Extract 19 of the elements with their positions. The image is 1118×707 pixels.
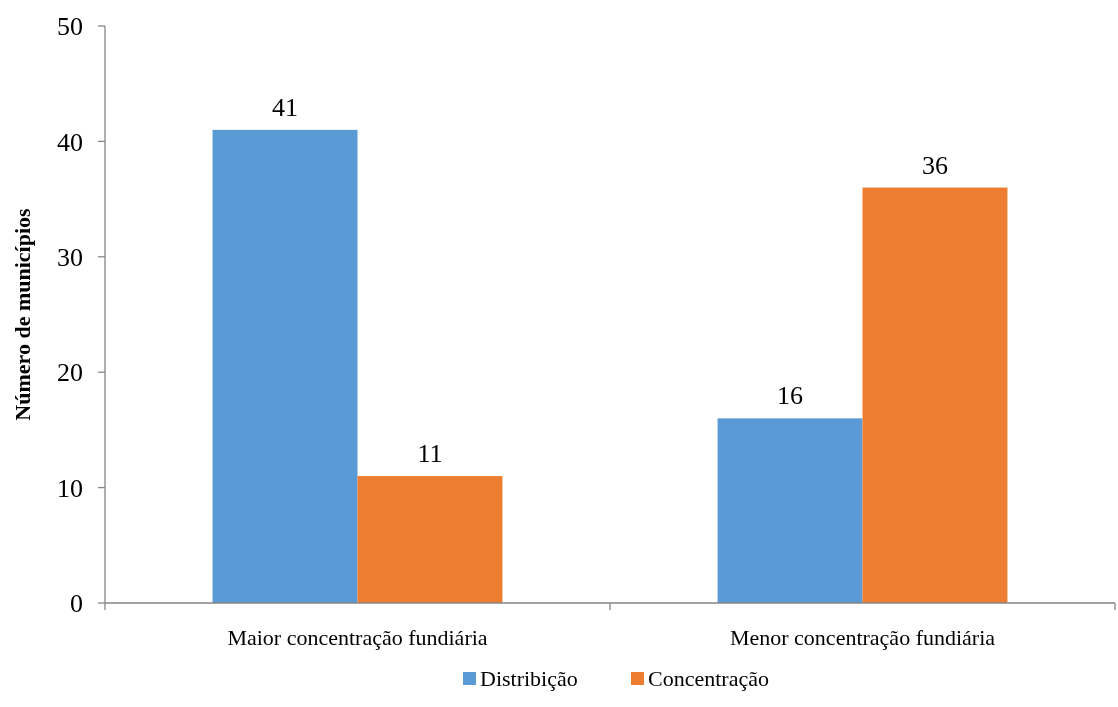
x-tick-label: Menor concentração fundiária bbox=[729, 625, 996, 650]
legend-label: Concentração bbox=[648, 666, 769, 691]
y-tick-label: 40 bbox=[57, 127, 83, 157]
x-tick-label: Maior concentração fundiária bbox=[227, 625, 488, 650]
y-tick-label: 50 bbox=[57, 12, 83, 42]
y-tick-label: 30 bbox=[57, 242, 83, 272]
bar bbox=[862, 187, 1008, 603]
legend-label: Distribição bbox=[480, 666, 578, 691]
y-tick-label: 10 bbox=[57, 473, 83, 503]
data-label: 41 bbox=[272, 92, 299, 122]
y-tick-label: 20 bbox=[57, 358, 83, 388]
y-tick-label: 0 bbox=[70, 589, 83, 619]
data-label: 36 bbox=[921, 150, 948, 180]
bar bbox=[357, 476, 503, 603]
y-axis-title: Número de municípios bbox=[10, 207, 35, 421]
data-label: 11 bbox=[417, 439, 443, 469]
bar bbox=[717, 418, 863, 603]
data-label: 16 bbox=[777, 381, 804, 411]
bar bbox=[212, 129, 358, 603]
